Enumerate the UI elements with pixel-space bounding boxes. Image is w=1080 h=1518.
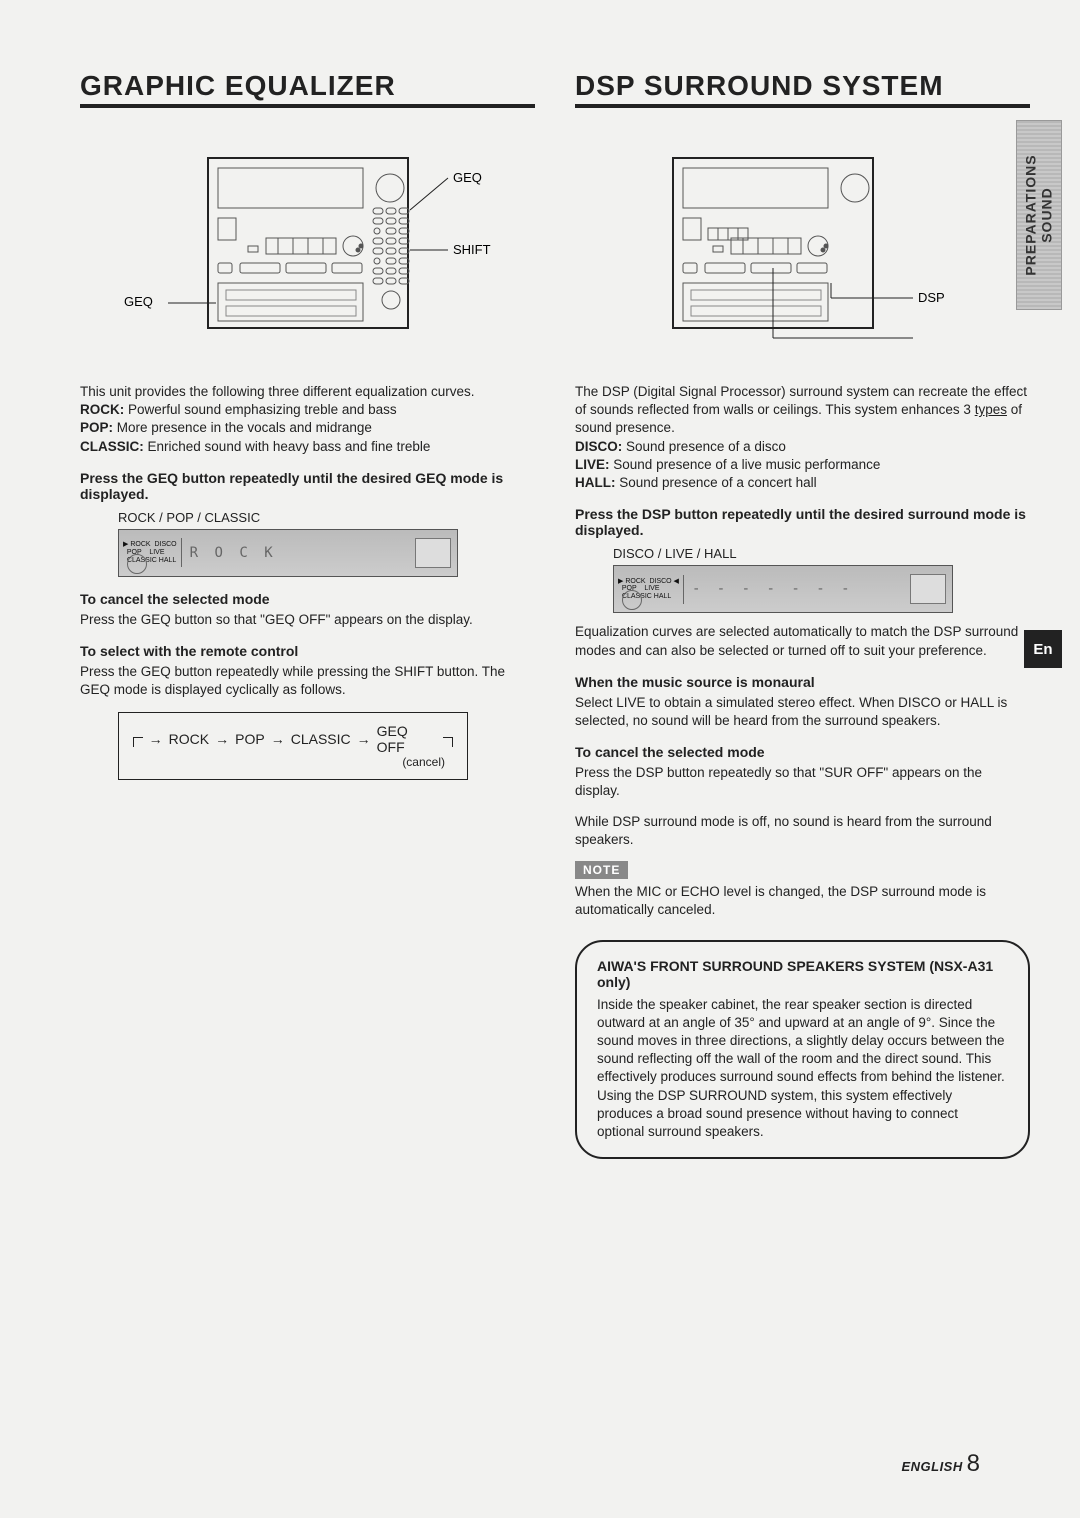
right-monaural-head: When the music source is monaural [575,674,1030,690]
left-remote-body: Press the GEQ button repeatedly while pr… [80,663,535,699]
right-intro-1: The DSP (Digital Signal Processor) surro… [575,384,1027,417]
page-footer: ENGLISH 8 [901,1450,980,1478]
right-note-body: When the MIC or ECHO level is changed, t… [575,883,1030,919]
geq-device-diagram: GEQ SHIFT GEQ [118,138,498,358]
dsp-device-diagram: DSP [613,138,993,358]
side-tab-text: PREPARATIONS SOUND [1023,154,1055,275]
cycle-return-end [443,737,453,747]
cycle-cancel: (cancel) [133,755,453,769]
label-dsp: DSP [918,290,945,305]
footer-page: 8 [967,1450,980,1477]
cycle-off: GEQ OFF [377,723,438,755]
cycle-box: → ROCK → POP → CLASSIC → GEQ OFF (cancel… [118,712,468,780]
pop-name: POP: [80,420,113,435]
label-shift: SHIFT [453,242,491,257]
classic-name: CLASSIC: [80,439,144,454]
left-instruct: Press the GEQ button repeatedly until th… [80,470,535,502]
right-display-label: DISCO / LIVE / HALL [613,546,1030,561]
left-intro-text: This unit provides the following three d… [80,384,474,399]
right-column: DSP SURROUND SYSTEM [575,70,1030,1159]
right-eq-note: Equalization curves are selected automat… [575,623,1030,659]
left-remote-head: To select with the remote control [80,643,535,659]
note-tag: NOTE [575,861,628,879]
right-display: ▶ ROCK DISCO ◀ POP LIVE CLASSIC HALL - -… [613,565,953,613]
cycle-rock: ROCK [169,731,209,747]
hall-desc: Sound presence of a concert hall [619,475,816,490]
right-monaural-body: Select LIVE to obtain a simulated stereo… [575,694,1030,730]
cycle-pop: POP [235,731,265,747]
left-display-panel [415,538,451,568]
left-display-knob [127,554,147,574]
pop-desc: More presence in the vocals and midrange [117,420,372,435]
cycle-return-arrow [133,737,143,747]
disco-desc: Sound presence of a disco [626,439,786,454]
left-cancel-head: To cancel the selected mode [80,591,535,607]
right-title: DSP SURROUND SYSTEM [575,70,1030,108]
label-geq-top: GEQ [453,170,482,185]
right-display-seg: - - - - - - - [684,581,910,597]
right-display-panel [910,574,946,604]
hall-name: HALL: [575,475,616,490]
side-tab-preparations: PREPARATIONS SOUND [1016,120,1062,310]
en-tab: En [1024,630,1062,668]
right-cancel-body2: While DSP surround mode is off, no sound… [575,813,1030,849]
left-title: GRAPHIC EQUALIZER [80,70,535,108]
left-display: ▶ ROCK DISCO POP LIVE CLASSIC HALL R O C… [118,529,458,577]
left-intro: This unit provides the following three d… [80,383,535,456]
callout-title: AIWA'S FRONT SURROUND SPEAKERS SYSTEM (N… [597,958,1008,990]
cycle-classic: CLASSIC [291,731,351,747]
footer-lang: ENGLISH [901,1459,962,1474]
right-intro-u: types [975,402,1007,417]
left-display-seg: R O C K [182,545,415,561]
live-desc: Sound presence of a live music performan… [613,457,880,472]
left-display-label: ROCK / POP / CLASSIC [118,510,535,525]
right-intro: The DSP (Digital Signal Processor) surro… [575,383,1030,492]
right-cancel-body1: Press the DSP button repeatedly so that … [575,764,1030,800]
left-column: GRAPHIC EQUALIZER [80,70,535,1159]
front-surround-callout: AIWA'S FRONT SURROUND SPEAKERS SYSTEM (N… [575,940,1030,1160]
right-display-knob [622,590,642,610]
classic-desc: Enriched sound with heavy bass and fine … [148,439,431,454]
rock-desc: Powerful sound emphasizing treble and ba… [128,402,397,417]
right-cancel-head: To cancel the selected mode [575,744,1030,760]
callout-body: Inside the speaker cabinet, the rear spe… [597,996,1008,1142]
rock-name: ROCK: [80,402,124,417]
left-cancel-body: Press the GEQ button so that "GEQ OFF" a… [80,611,535,629]
right-instruct: Press the DSP button repeatedly until th… [575,506,1030,538]
disco-name: DISCO: [575,439,622,454]
live-name: LIVE: [575,457,610,472]
label-geq-left: GEQ [124,294,153,309]
